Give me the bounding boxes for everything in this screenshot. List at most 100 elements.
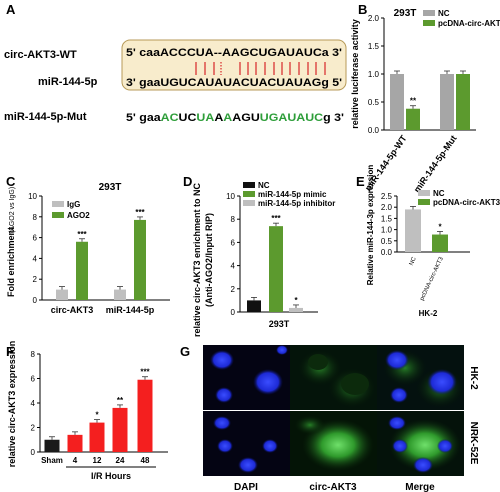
mut-seq-segment: AC — [161, 112, 179, 124]
mir-label: miR-144-5p — [38, 76, 98, 88]
chart-b-legend-pcdna-label: pcDNA-circ-AKT3 — [438, 19, 500, 28]
chart-f-category-label: 4 — [73, 456, 78, 465]
chart-d-ylabel: relative circ-AKT3 enrichment to NC — [192, 182, 202, 337]
chart-d-bar-inhibitor — [289, 307, 303, 312]
chart-f-significance: *** — [140, 368, 150, 377]
chart-b-legend-nc-swatch — [423, 10, 435, 16]
col-label-merge: Merge — [405, 482, 435, 492]
chart-d-xlabel: 293T — [269, 319, 290, 329]
chart-f-tick-label: 4 — [31, 399, 36, 408]
chart-f-tick-label: 6 — [31, 375, 36, 384]
chart-c-tick-label: 4 — [33, 254, 38, 263]
chart-f-bar — [112, 407, 128, 452]
chart-d-ylabel2: (Anti-AGO2/Input RIP) — [204, 213, 214, 307]
chart-e-tick-label: 0.0 — [381, 248, 393, 257]
chart-d-legend-inhibitor-swatch — [243, 200, 255, 206]
chart-b-bar-nc — [390, 74, 404, 130]
chart-d-legend-mimic-swatch — [243, 191, 255, 197]
chart-d-tick-label: 0 — [231, 308, 236, 317]
chart-c-ylabel2: (AGO2 vs IgG) — [9, 187, 16, 233]
chart-e-legend-pcdna-swatch — [418, 199, 430, 205]
mut-seq-segment: UA — [196, 112, 214, 124]
chart-c-bar-ago2 — [76, 241, 88, 300]
panel-letter-a: A — [6, 2, 16, 17]
mut-seq-segment: g 3' — [323, 112, 344, 124]
chart-e-ylabel: Relative miR-144-3p expression — [366, 165, 375, 286]
chart-b-bar-pcdna — [456, 74, 470, 130]
chart-b-bar-nc — [440, 74, 454, 130]
chart-b-tick-label: 2.0 — [368, 14, 380, 23]
col-label-dapi: DAPI — [234, 482, 258, 492]
chart-c-tick-label: 6 — [33, 234, 38, 243]
chart-b-legend-pcdna-swatch — [423, 20, 435, 26]
chart-b-tick-label: 1.0 — [368, 70, 380, 79]
row-label-hk2: HK-2 — [468, 366, 479, 390]
chart-f-tick-label: 8 — [31, 350, 36, 359]
chart-f-ylabel: relative circ-AKT3 expression — [7, 341, 17, 468]
chart-c-bar-ago2 — [134, 219, 146, 300]
mut-seq-segment: UGAUAUC — [260, 112, 323, 124]
mir-sequence: 3' gaaUGUCAUAUACUACUAUAGg 5' — [126, 77, 342, 89]
chart-e-tick-label: 0.5 — [381, 237, 393, 246]
chart-d-bar-nc — [247, 300, 261, 312]
chart-c-tick-label: 0 — [33, 296, 38, 305]
chart-e-tick-label: 2.5 — [381, 192, 393, 201]
chart-c-category-label: miR-144-5p — [106, 305, 155, 315]
chart-b-category-label: miR-144-5p-Mut — [412, 133, 459, 194]
mut-seq-segment: UC — [179, 112, 197, 124]
chart-f-significance: * — [95, 411, 99, 420]
base-pair-lines — [195, 62, 326, 75]
chart-c-significance: *** — [135, 208, 145, 217]
chart-b-significance: ** — [410, 97, 417, 106]
chart-c-tick-label: 2 — [33, 275, 38, 284]
col-label-circakt3: circ-AKT3 — [309, 482, 357, 492]
panel-letter-b: B — [358, 2, 367, 17]
mut-seq-segment: AGU — [232, 112, 260, 124]
chart-e-legend-pcdna-label: pcDNA-circ-AKT3 — [433, 198, 500, 207]
chart-e-legend-nc-label: NC — [433, 189, 445, 198]
chart-d-tick-label: 4 — [231, 262, 236, 271]
chart-b-tick-label: 0.5 — [368, 98, 380, 107]
chart-f-tick-label: 0 — [31, 448, 36, 457]
chart-f-category-label: Sham — [41, 456, 63, 465]
chart-c-ylabel: Fold enrichment — [6, 227, 16, 297]
chart-e-legend-nc-swatch — [418, 190, 430, 196]
chart-c-category-label: circ-AKT3 — [51, 305, 94, 315]
chart-d-legend-mimic-label: miR-144-5p mimic — [258, 190, 327, 199]
chart-e-bar — [432, 234, 448, 252]
chart-d-legend-nc-swatch — [243, 182, 255, 188]
panel-letter-e: E — [356, 174, 365, 189]
chart-e-significance: * — [438, 223, 442, 232]
chart-b-ylabel: relative luciferase activity — [350, 19, 360, 129]
chart-c-bar-igg — [114, 289, 126, 300]
chart-f-tick-label: 2 — [31, 424, 36, 433]
chart-b-tick-label: 1.5 — [368, 42, 380, 51]
chart-f-significance: ** — [117, 396, 124, 405]
chart-f-category-label: 24 — [116, 456, 125, 465]
chart-c-significance: *** — [77, 230, 87, 239]
chart-f-bar — [89, 422, 105, 452]
chart-c-legend-igg-swatch — [52, 201, 64, 207]
chart-d-tick-label: 2 — [231, 285, 236, 294]
wt-label: circ-AKT3-WT — [4, 49, 77, 61]
chart-e-category-label: pcDNA-circ-AKT3 — [419, 256, 445, 302]
chart-d-bar-mimic — [269, 226, 283, 312]
chart-e-tick-label: 1.5 — [381, 214, 393, 223]
chart-f-category-label: 12 — [93, 456, 102, 465]
mut-seq-segment: 5' gaa — [126, 112, 162, 124]
chart-c-tick-label: 10 — [28, 192, 37, 201]
panel-letter-g: G — [180, 344, 190, 359]
chart-f-bar — [44, 439, 60, 452]
chart-f-xlabel: I/R Hours — [91, 471, 131, 481]
row-label-nrk52e: NRK-52E — [468, 422, 479, 465]
chart-b-legend-nc-label: NC — [438, 9, 450, 18]
chart-d-significance: * — [294, 296, 298, 305]
chart-d-tick-label: 8 — [231, 215, 236, 224]
chart-e-tick-label: 2.0 — [381, 203, 393, 212]
sequence-box — [121, 39, 347, 91]
mut-sequence: 5' gaa AC UC UA AAAGU UGAUAUC g 3' — [126, 112, 344, 124]
chart-e-bar — [405, 209, 421, 252]
